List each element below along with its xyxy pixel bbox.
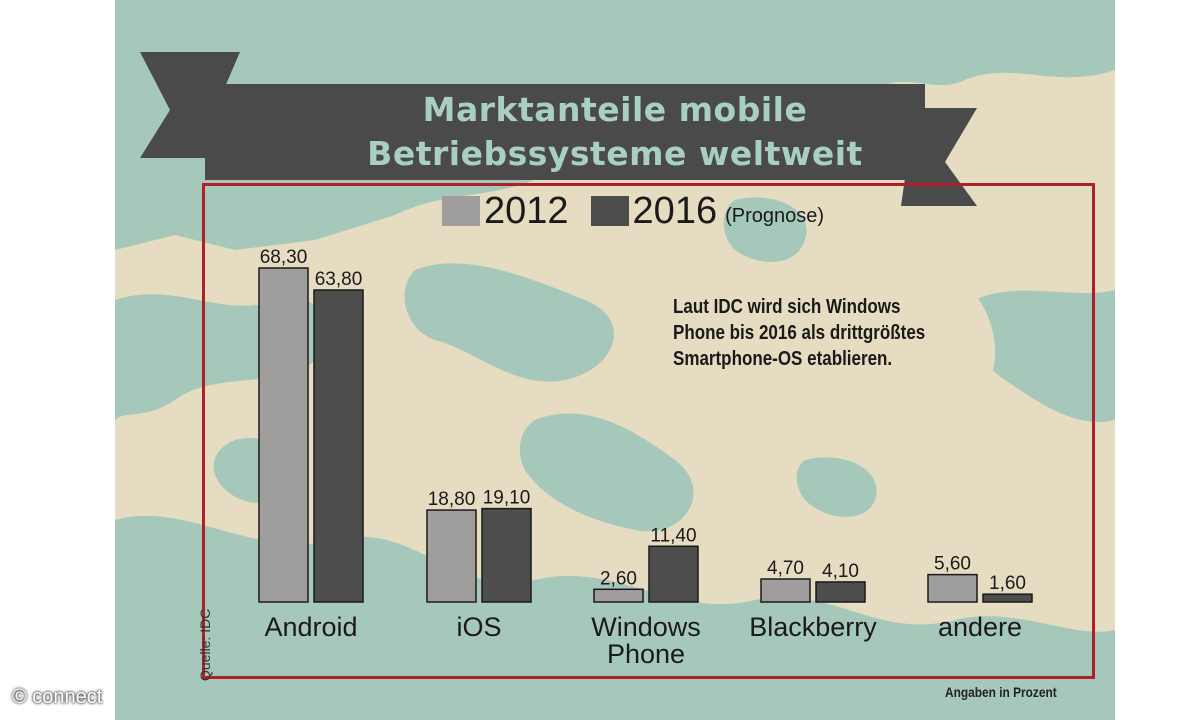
data-label-windows-phone-2012: 2,60: [600, 568, 637, 589]
data-label-windows-phone-2016: 11,40: [650, 525, 696, 546]
legend-swatch-2016: [590, 196, 629, 226]
data-label-ios-2016: 19,10: [483, 488, 531, 509]
bar-ios-2012: [426, 509, 477, 603]
data-label-android-2016: 63,80: [315, 269, 363, 290]
ribbon-right-tail: [901, 108, 977, 206]
background-map: [115, 0, 1115, 720]
ribbon-banner: [205, 84, 925, 180]
bar-chart: 68,30 63,80 Android 18,80 19,10 iOS 2,60 11,40 W…: [258, 247, 1033, 669]
category-label-ios: iOS: [456, 612, 501, 642]
category-label-windows-phone: Windows Phone: [591, 612, 701, 669]
annotation-text: Laut IDC wird sich Windows Phone bis 201…: [673, 296, 926, 370]
legend-label-2012: 2012: [484, 189, 569, 232]
bar-andere-2012: [927, 573, 978, 603]
title-ribbon: [140, 52, 977, 206]
legend-label-2016: 2016: [632, 189, 718, 232]
bar-android-2012: [258, 267, 309, 603]
bar-blackberry-2012: [760, 578, 811, 603]
legend-swatch-2012: [442, 196, 480, 226]
data-label-blackberry-2016: 4,10: [822, 561, 859, 582]
bar-android-2016: [313, 289, 364, 603]
category-label-blackberry: Blackberry: [749, 612, 877, 642]
bar-blackberry-2016: [815, 581, 866, 603]
data-label-android-2012: 68,30: [260, 247, 308, 268]
chart-frame: [202, 183, 1095, 679]
category-label-android: Android: [264, 612, 357, 642]
bar-ios-2016: [481, 507, 532, 603]
category-label-andere: andere: [938, 612, 1022, 642]
copyright-label: © connect: [12, 686, 103, 708]
source-label: Quelle: IDC: [197, 608, 213, 681]
infographic: Marktanteile mobile Betriebssysteme welt…: [115, 0, 1115, 720]
chart-title-line-1: Marktanteile mobile: [422, 90, 808, 129]
legend: 2012 2016 (Prognose): [442, 189, 825, 232]
bar-windows-phone-2012: [593, 588, 644, 603]
chart-title-line-2: Betriebssysteme weltweit: [367, 134, 863, 173]
data-label-ios-2012: 18,80: [428, 489, 476, 510]
data-label-blackberry-2012: 4,70: [767, 558, 804, 579]
data-label-andere-2016: 1,60: [989, 573, 1026, 594]
legend-note: (Prognose): [725, 204, 825, 227]
unit-label: Angaben in Prozent: [945, 684, 1057, 700]
bar-windows-phone-2016: [648, 545, 699, 603]
data-label-andere-2012: 5,60: [934, 554, 971, 575]
bar-andere-2016: [982, 593, 1033, 603]
